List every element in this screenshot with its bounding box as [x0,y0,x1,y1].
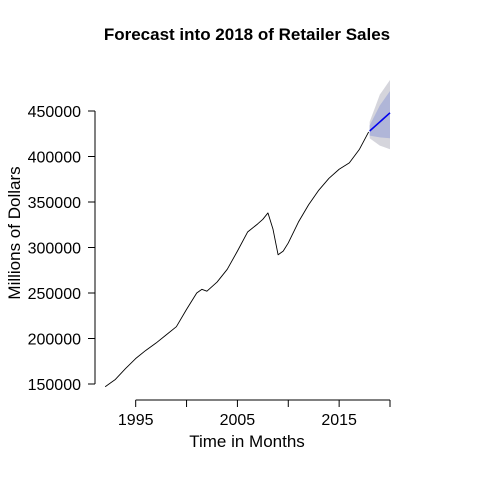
x-tick-label: 2005 [220,412,256,429]
y-axis: 150000 200000 250000 300000 350000 400000 4500… [28,104,96,394]
y-tick-label: 250000 [28,286,81,303]
y-tick-label: 200000 [28,332,81,349]
series-line-forecast [369,112,391,132]
chart-title: Forecast into 2018 of Retailer Sales [104,25,390,44]
series-line-observed [104,131,370,388]
series-lines [104,112,391,388]
y-tick-label: 150000 [28,377,81,394]
x-tick-label: 1995 [118,412,154,429]
y-tick-label: 300000 [28,241,81,258]
y-tick-label: 400000 [28,150,81,167]
x-axis: 1995 2005 2015 [118,399,391,429]
y-tick-label: 450000 [28,104,81,121]
y-tick-label: 350000 [28,195,81,212]
x-tick-label: 2015 [321,412,357,429]
y-axis-label: Millions of Dollars [5,166,24,299]
x-axis-label: Time in Months [189,432,305,451]
